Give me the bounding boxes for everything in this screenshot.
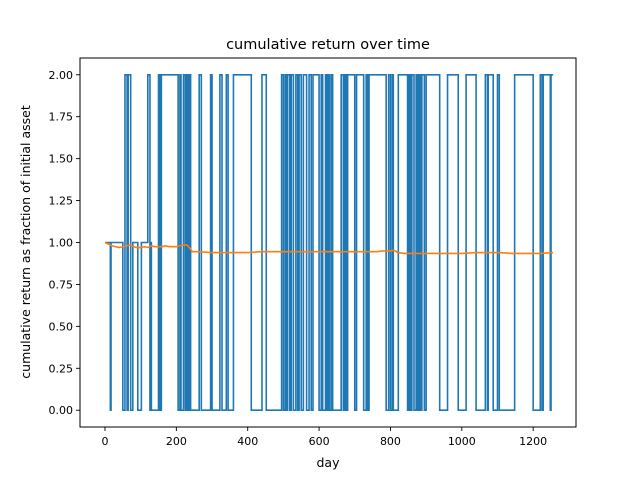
y-tick-label: 0.75	[49, 278, 74, 291]
x-axis-label: day	[317, 455, 341, 470]
x-tick-label: 0	[101, 435, 108, 448]
y-tick-label: 1.75	[49, 111, 74, 124]
y-tick-label: 1.50	[49, 153, 74, 166]
series-line-2	[104, 241, 554, 255]
x-tick-label: 600	[309, 435, 330, 448]
y-tick-label: 1.00	[49, 237, 74, 250]
y-tick-label: 2.00	[49, 69, 74, 82]
x-tick-label: 1200	[519, 435, 547, 448]
x-tick-label: 200	[166, 435, 187, 448]
x-ticks: 0 200 400 600 800 1000 1200	[101, 427, 547, 448]
chart-title: cumulative return over time	[226, 37, 430, 53]
y-tick-label: 0.50	[49, 320, 74, 333]
y-ticks: 0.00 0.25 0.50 0.75 1.00 1.25 1.50 1.75 2.00	[49, 69, 80, 417]
y-axis-label: cumulative return as fraction of initial…	[18, 105, 33, 379]
y-tick-label: 1.25	[49, 195, 74, 208]
plot-frame	[79, 57, 577, 428]
y-tick-label: 0.25	[49, 362, 74, 375]
x-tick-label: 800	[380, 435, 401, 448]
series-line-1	[104, 73, 554, 412]
y-tick-label: 0.00	[49, 404, 74, 417]
x-tick-label: 400	[237, 435, 258, 448]
x-tick-label: 1000	[448, 435, 476, 448]
series-layer	[104, 73, 554, 412]
